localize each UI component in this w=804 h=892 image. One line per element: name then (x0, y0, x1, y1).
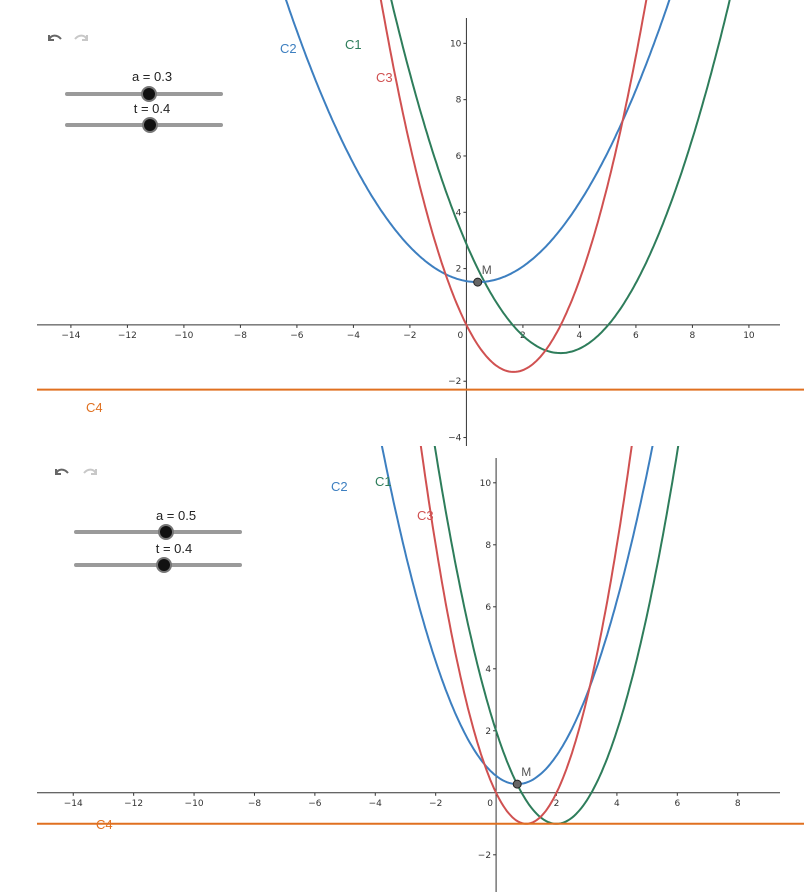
curve-c2[interactable] (373, 446, 661, 786)
x-tick-label: 6 (674, 799, 680, 809)
x-tick-label: −4 (347, 331, 361, 341)
x-tick-label: 0 (458, 331, 464, 341)
slider-a-knob[interactable] (141, 86, 157, 102)
curve-label-c1: C1 (375, 474, 392, 489)
x-tick-label: 6 (633, 331, 639, 341)
x-tick-label: 4 (577, 331, 583, 341)
x-tick-label: −6 (308, 799, 322, 809)
x-tick-label: −14 (64, 799, 83, 809)
y-tick-label: 8 (485, 541, 491, 551)
slider-a-label: a = 0.3 (131, 69, 173, 84)
x-tick-label: 10 (743, 331, 755, 341)
x-tick-label: −12 (124, 799, 143, 809)
x-tick-label: 0 (487, 799, 493, 809)
x-tick-label: −8 (248, 799, 262, 809)
x-tick-label: −6 (290, 331, 304, 341)
slider-t-label: t = 0.4 (155, 541, 193, 556)
y-tick-label: −2 (478, 851, 491, 861)
x-tick-label: −4 (369, 799, 383, 809)
x-tick-label: −2 (429, 799, 442, 809)
curve-c1[interactable] (427, 446, 685, 825)
curve-label-c3: C3 (376, 70, 393, 85)
y-tick-label: −4 (448, 434, 462, 444)
y-tick-label: −2 (448, 377, 461, 387)
redo-icon[interactable] (79, 464, 101, 482)
x-tick-label: −2 (403, 331, 416, 341)
x-tick-label: −12 (118, 331, 137, 341)
curve-label-c3: C3 (417, 508, 434, 523)
curves[interactable] (37, 446, 804, 825)
undo-icon[interactable] (51, 464, 73, 482)
x-tick-label: 8 (690, 331, 696, 341)
x-tick-label: −8 (234, 331, 248, 341)
curve-c3[interactable] (375, 0, 652, 373)
point-m-label: M (482, 263, 492, 277)
slider-t-knob[interactable] (156, 557, 172, 573)
undo-icon[interactable] (44, 30, 66, 48)
slider-t-label: t = 0.4 (133, 101, 171, 116)
graphing-view-1[interactable]: −14 −12 −10 −8 −6 −4 −2 0 2 4 6 8 10 −4 −2 2 4 6 8 10 M C1 C2… (0, 0, 804, 446)
x-tick-label: 2 (554, 799, 560, 809)
axes: −14 −12 −10 −8 −6 −4 −2 0 2 4 6 8 −2 2 4 6 8 10 (37, 458, 780, 892)
x-tick-label: −14 (61, 331, 80, 341)
graphing-view-2[interactable]: −14 −12 −10 −8 −6 −4 −2 0 2 4 6 8 −2 2 4 6 8 10 M C1 C2 C3 C4… (0, 446, 804, 892)
y-tick-label: 10 (480, 479, 492, 489)
curve-c2[interactable] (275, 0, 682, 284)
curve-label-c2: C2 (280, 41, 297, 56)
curve-label-c1: C1 (345, 37, 362, 52)
slider-t-knob[interactable] (142, 117, 158, 133)
x-tick-label: 4 (614, 799, 620, 809)
x-tick-label: −10 (185, 799, 204, 809)
point-m[interactable] (512, 779, 522, 789)
curve-c1[interactable] (383, 0, 738, 355)
x-tick-label: 8 (735, 799, 741, 809)
curve-label-c4: C4 (96, 817, 113, 832)
y-tick-label: 10 (450, 39, 462, 49)
x-tick-label: −10 (174, 331, 193, 341)
slider-a-label: a = 0.5 (155, 508, 197, 523)
curve-labels: M C1 C2 C3 C4 (86, 37, 492, 415)
y-tick-label: 4 (456, 208, 462, 218)
y-tick-label: 2 (456, 265, 462, 275)
y-tick-label: 2 (485, 727, 491, 737)
curve-label-c4: C4 (86, 400, 103, 415)
slider-a-knob[interactable] (158, 524, 174, 540)
y-tick-label: 8 (456, 96, 462, 106)
point-m-label: M (521, 765, 531, 779)
point-m[interactable] (473, 277, 483, 287)
y-tick-label: 4 (485, 665, 491, 675)
y-tick-label: 6 (485, 603, 491, 613)
curves[interactable] (37, 0, 804, 391)
curve-label-c2: C2 (331, 479, 348, 494)
curve-labels: M C1 C2 C3 C4 (96, 474, 531, 832)
redo-icon[interactable] (70, 30, 92, 48)
y-tick-label: 6 (456, 152, 462, 162)
graph-canvas[interactable]: −14 −12 −10 −8 −6 −4 −2 0 2 4 6 8 −2 2 4 6 8 10 M C1 C2 C3 C4 (0, 446, 804, 892)
